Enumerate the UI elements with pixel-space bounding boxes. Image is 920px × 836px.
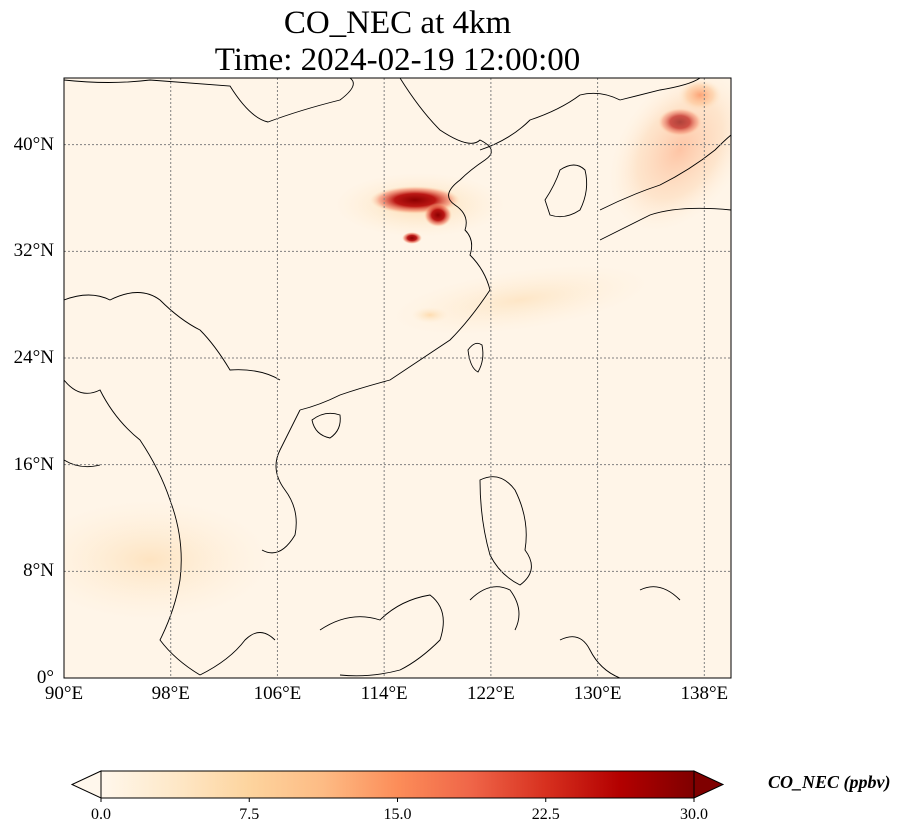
colorbar-tick-label: 15.0 [383, 806, 412, 823]
coastlines [64, 78, 731, 678]
lat-tick-label: 40°N [13, 133, 54, 155]
lon-tick-label: 138°E [680, 683, 729, 704]
lon-tick-label: 114°E [360, 683, 408, 704]
lon-tick-label: 122°E [467, 683, 515, 704]
lat-tick-label: 0° [36, 667, 54, 688]
chart-title: CO_NEC at 4km [283, 5, 512, 41]
lon-tick-label: 106°E [253, 683, 302, 704]
concentration-field [64, 78, 731, 678]
lat-tick-label: 32°N [13, 240, 54, 262]
lat-tick-label: 8°N [23, 560, 54, 582]
colorbar-tick-label: 30.0 [680, 806, 708, 823]
colorbar-label: CO_NEC (ppbv) [768, 772, 891, 792]
colorbar-tick-label: 7.5 [239, 806, 260, 823]
map-frame [63, 77, 732, 679]
lon-tick-label: 98°E [151, 683, 190, 704]
lat-tick-label: 24°N [13, 347, 54, 368]
lat-tick-label: 16°N [13, 453, 54, 475]
colorbar-tick-label: 22.5 [531, 806, 560, 823]
chart-subtitle-time: Time: 2024-02-19 12:00:00 [214, 42, 581, 78]
gridlines [64, 78, 731, 678]
colorbar-tick-label: 0.0 [91, 806, 111, 823]
lon-tick-label: 130°E [573, 683, 622, 704]
colorbar [70, 770, 725, 802]
lon-tick-label: 90°E [44, 683, 84, 704]
